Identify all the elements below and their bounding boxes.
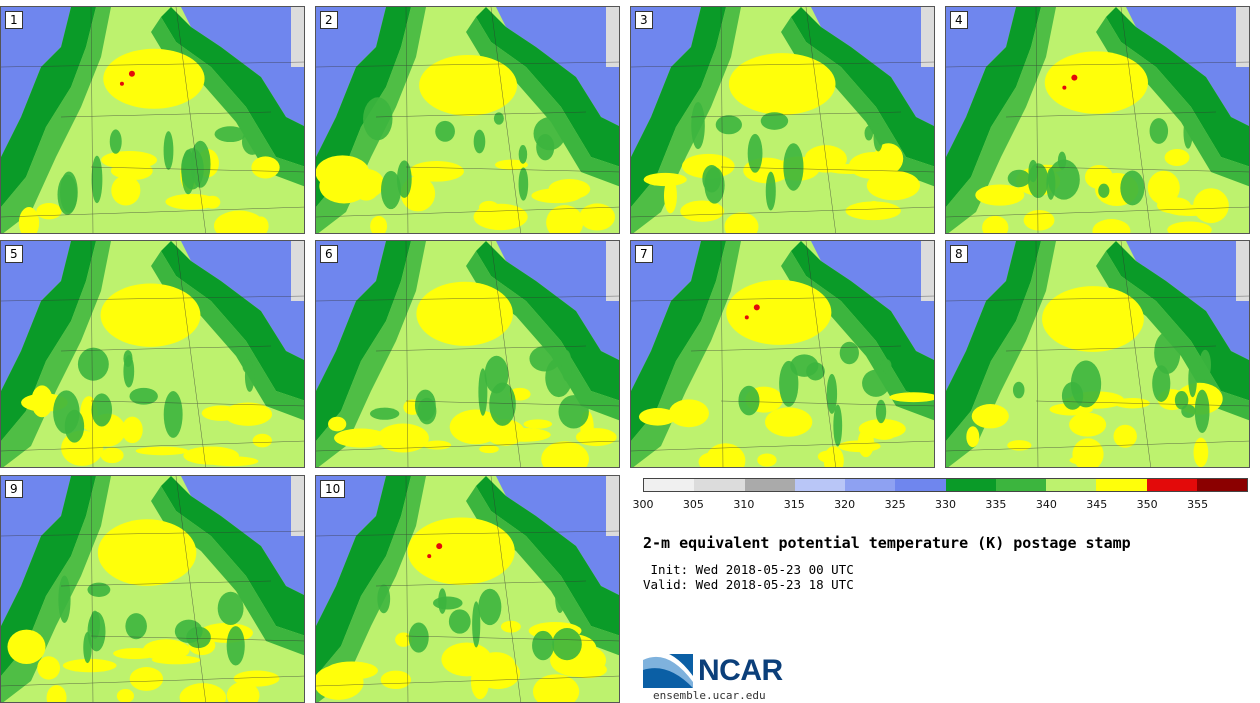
map-field (316, 476, 619, 702)
colorbar-tick-label: 315 (783, 498, 805, 511)
logo-url: ensemble.ucar.edu (653, 689, 766, 702)
colorbar-segment (744, 479, 795, 491)
panel-number: 10 (320, 480, 346, 498)
panel-number: 5 (5, 245, 23, 263)
colorbar-segment (694, 479, 745, 491)
panel-number: 6 (320, 245, 338, 263)
map-field (946, 241, 1249, 467)
colorbar-tick-label: 325 (884, 498, 906, 511)
postage-stamp-panel: 9 (0, 475, 305, 703)
map-field (1, 7, 304, 233)
colorbar-tick-label: 335 (985, 498, 1007, 511)
colorbar-segment (794, 479, 845, 491)
colorbar-tick-label: 310 (733, 498, 755, 511)
colorbar-tick-label: 320 (834, 498, 856, 511)
map-field (1, 241, 304, 467)
colorbar-segment (1046, 479, 1097, 491)
init-time: Init: Wed 2018-05-23 00 UTC (643, 562, 854, 577)
colorbar-tick-label: 340 (1035, 498, 1057, 511)
colorbar-tick-label: 300 (632, 498, 654, 511)
panel-number: 4 (950, 11, 968, 29)
panel-number: 2 (320, 11, 338, 29)
map-field (1, 476, 304, 702)
logo-name: NCAR (698, 654, 783, 687)
colorbar-segment (1146, 479, 1197, 491)
colorbar-tick-label: 350 (1136, 498, 1158, 511)
panel-number: 8 (950, 245, 968, 263)
panel-number: 9 (5, 480, 23, 498)
colorbar-segment (895, 479, 946, 491)
map-field (631, 241, 934, 467)
postage-stamp-panel: 3 (630, 6, 935, 234)
map-field (631, 7, 934, 233)
panel-number: 1 (5, 11, 23, 29)
map-field (946, 7, 1249, 233)
colorbar-segment (1196, 479, 1247, 491)
postage-stamp-panel: 6 (315, 240, 620, 468)
colorbar-segment (1096, 479, 1147, 491)
postage-stamp-panel: 10 (315, 475, 620, 703)
colorbar-ticks: 300 305 310 315 320 325 330 335 340 345 350 355 (633, 498, 1248, 512)
figure-title: 2-m equivalent potential temperature (K)… (643, 534, 1131, 552)
postage-stamp-panel: 1 (0, 6, 305, 234)
postage-stamp-panel: 7 (630, 240, 935, 468)
map-field (316, 241, 619, 467)
map-field (316, 7, 619, 233)
postage-stamp-panel: 2 (315, 6, 620, 234)
colorbar-segment (995, 479, 1046, 491)
colorbar-tick-label: 355 (1187, 498, 1209, 511)
postage-stamp-panel: 5 (0, 240, 305, 468)
colorbar-tick-label: 305 (682, 498, 704, 511)
panel-number: 7 (635, 245, 653, 263)
colorbar-segment (644, 479, 695, 491)
colorbar-tick-label: 330 (935, 498, 956, 511)
ncar-logo-icon (643, 650, 693, 688)
panel-number: 3 (635, 11, 653, 29)
colorbar-tick-label: 345 (1086, 498, 1108, 511)
colorbar-segment (945, 479, 996, 491)
colorbar-segment (845, 479, 896, 491)
colorbar (643, 478, 1248, 492)
postage-stamp-panel: 4 (945, 6, 1250, 234)
postage-stamp-panel: 8 (945, 240, 1250, 468)
valid-time: Valid: Wed 2018-05-23 18 UTC (643, 577, 854, 592)
